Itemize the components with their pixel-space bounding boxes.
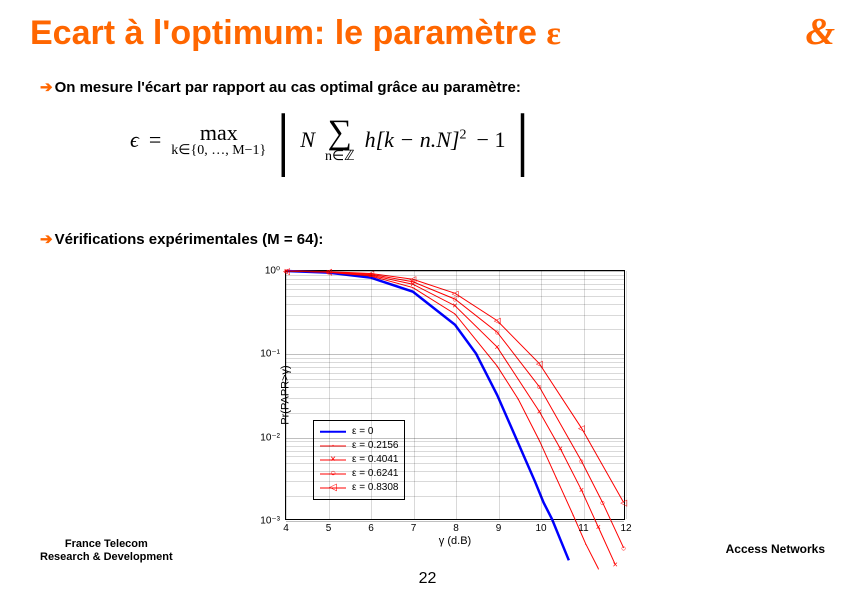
footer-line2: Research & Development	[40, 551, 173, 564]
grid-minor	[286, 496, 624, 497]
legend-label: ε = 0.8308	[352, 481, 398, 495]
grid-line	[286, 521, 624, 522]
grid-minor	[286, 362, 624, 363]
grid-minor	[286, 456, 624, 457]
abs-bar-left: |	[276, 110, 290, 170]
series-marker: ×	[596, 522, 601, 532]
grid-minor	[286, 304, 624, 305]
grid-minor	[286, 373, 624, 374]
papr-chart: ············×××××××××××○○○○○○○○○○◁◁◁◁◁◁◁…	[235, 260, 655, 550]
grid-minor	[286, 315, 624, 316]
page-number: 22	[419, 570, 437, 588]
formula-minus-one: − 1	[477, 127, 506, 153]
chart-legend: ε = 0·ε = 0.2156×ε = 0.4041○ε = 0.6241◁ε…	[313, 420, 405, 500]
title-epsilon: ε	[546, 15, 561, 52]
x-axis-label: γ (d.B)	[439, 535, 471, 547]
bullet-verification: ➔Vérifications expérimentales (M = 64):	[40, 230, 323, 248]
brand-logo: &	[805, 10, 835, 54]
grid-minor	[286, 481, 624, 482]
legend-swatch	[320, 427, 346, 437]
grid-minor	[286, 279, 624, 280]
grid-line	[626, 271, 627, 519]
grid-minor	[286, 463, 624, 464]
title-main: Ecart à l'optimum: le paramètre	[30, 14, 546, 52]
series-marker: ○	[621, 543, 626, 553]
grid-line	[286, 271, 624, 272]
grid-minor	[286, 379, 624, 380]
grid-minor	[286, 284, 624, 285]
formula-N: N	[300, 127, 315, 153]
footer-line1: France Telecom	[40, 538, 173, 551]
footer-org: France Telecom Research & Development	[40, 538, 173, 564]
y-tick: 10⁻³	[260, 516, 286, 527]
grid-minor	[286, 471, 624, 472]
plot-box: ············×××××××××××○○○○○○○○○○◁◁◁◁◁◁◁…	[285, 270, 625, 520]
grid-minor	[286, 398, 624, 399]
grid-line	[286, 354, 624, 355]
series-marker: ×	[613, 559, 618, 569]
legend-label: ε = 0.6241	[352, 467, 398, 481]
arrow-icon: ➔	[40, 79, 53, 96]
bullet1-text: On mesure l'écart par rapport au cas opt…	[55, 79, 521, 96]
legend-swatch: ◁	[320, 483, 346, 493]
formula-max: max k∈{0, …, M−1}	[171, 122, 266, 158]
grid-minor	[286, 367, 624, 368]
page-title: Ecart à l'optimum: le paramètre ε	[30, 14, 561, 53]
grid-minor	[286, 358, 624, 359]
footer-right: Access Networks	[726, 542, 825, 556]
series-marker: ○	[600, 497, 605, 507]
formula-h: h[k − n.N]2	[365, 127, 467, 153]
formula-epsilon: ϵ = max k∈{0, …, M−1} | N ∑ n∈ℤ h[k − n.…	[130, 110, 690, 190]
series-marker: ·	[572, 510, 575, 520]
legend-item: ○ε = 0.6241	[320, 467, 398, 481]
legend-label: ε = 0.4041	[352, 453, 398, 467]
grid-minor	[286, 275, 624, 276]
grid-minor	[286, 446, 624, 447]
grid-minor	[286, 329, 624, 330]
y-tick: 10⁻²	[260, 432, 286, 443]
grid-minor	[286, 296, 624, 297]
series-marker: ·	[517, 394, 520, 404]
formula-eps: ϵ	[130, 127, 139, 153]
series-marker: ◁	[494, 316, 501, 326]
grid-minor	[286, 441, 624, 442]
y-tick: 10⁰	[265, 266, 286, 277]
formula-sum: ∑ n∈ℤ	[325, 116, 355, 164]
legend-item: ×ε = 0.4041	[320, 453, 398, 467]
grid-minor	[286, 413, 624, 414]
series-marker: ·	[597, 564, 600, 574]
bullet2-text: Vérifications expérimentales (M = 64):	[55, 231, 324, 248]
bullet-measure: ➔On mesure l'écart par rapport au cas op…	[40, 78, 521, 96]
series-marker: ·	[584, 539, 587, 549]
arrow-icon: ➔	[40, 231, 53, 248]
grid-line	[286, 438, 624, 439]
grid-minor	[286, 451, 624, 452]
y-tick: 10⁻¹	[260, 349, 286, 360]
legend-item: ◁ ε = 0.8308	[320, 481, 398, 495]
formula-eq: =	[149, 127, 161, 153]
grid-minor	[286, 387, 624, 388]
grid-minor	[286, 289, 624, 290]
abs-bar-right: |	[515, 110, 529, 170]
